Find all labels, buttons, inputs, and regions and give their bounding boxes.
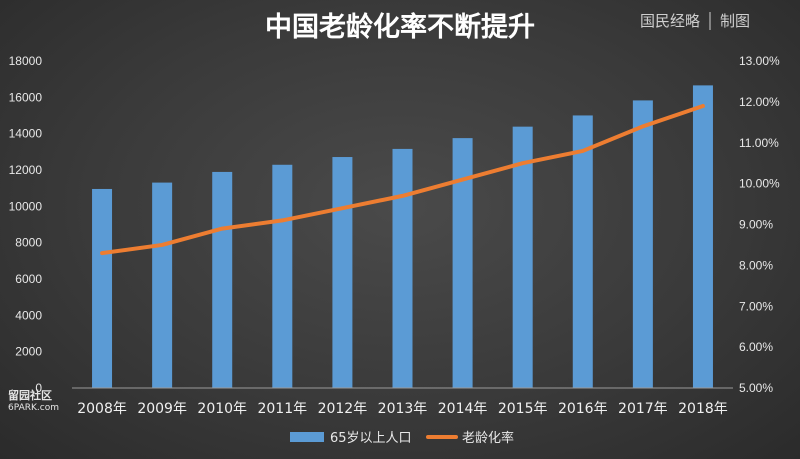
y-left-tick-label: 2000 [15,345,42,359]
y-right-tick-label: 8.00% [739,258,773,272]
y-left-tick-label: 6000 [15,272,42,286]
bar [332,157,353,388]
y-left-tick-label: 4000 [15,308,42,322]
bar [272,164,293,388]
x-tick-label: 2016年 [558,401,608,417]
bar [632,100,653,388]
y-axis-right: 5.00% 6.00% 7.00% 8.00% 9.00% 10.00% 11.00% 12.… [739,54,780,395]
y-right-tick-label: 5.00% [739,381,773,395]
x-axis: 2008年 2009年 2010年 2011年 2012年 2013年 2014年 2015年… [72,387,733,417]
line-point [100,251,104,255]
y-left-tick-label: 8000 [15,236,42,250]
bar [512,126,533,389]
y-right-tick-label: 12.00% [739,95,780,109]
legend: 65岁以上人口 老龄化率 [290,430,514,446]
bar [212,171,233,388]
line-point [401,194,404,198]
bar [452,138,473,388]
brand-section: 制图 [720,12,750,30]
line-series [100,103,705,256]
y-left-tick-label: 18000 [9,54,43,68]
y-left-tick-label: 10000 [9,199,43,213]
line-point [220,227,224,231]
y-right-tick-label: 10.00% [739,177,780,191]
bar [392,148,413,388]
x-tick-label: 2011年 [257,401,307,417]
line-point [521,161,525,165]
line-point [581,149,585,153]
bar [92,188,113,388]
bar-series [92,85,713,389]
y-left-tick-label: 0 [35,381,42,395]
corner-watermark: 留园社区 6PARK.com [8,388,59,413]
line-point [461,178,465,182]
y-right-tick-label: 13.00% [739,54,780,68]
corner-watermark-line2: 6PARK.com [8,403,59,413]
y-left-tick-label: 12000 [9,163,43,177]
line-point [701,104,705,108]
y-left-tick-label: 14000 [9,127,43,141]
x-tick-label: 2009年 [137,401,187,417]
x-tick-label: 2010年 [197,401,247,417]
x-tick-label: 2017年 [618,401,668,417]
chart-title: 中国老龄化率不断提升 [265,11,535,43]
line-point [641,124,645,128]
brand-name: 国民经略 [640,12,700,30]
line-point [340,206,344,210]
bar [572,115,593,389]
x-tick-label: 2015年 [498,401,548,417]
y-axis-left: 0 2000 4000 6000 8000 10000 12000 14000 16000 180… [9,54,43,395]
y-left-tick-label: 16000 [9,90,43,104]
legend-label-bar: 65岁以上人口 [330,431,412,446]
bar [152,182,173,388]
line-point [280,218,284,222]
line-point [160,243,164,247]
x-tick-label: 2018年 [678,401,728,417]
bar [692,85,713,388]
x-tick-label: 2012年 [318,401,368,417]
y-right-tick-label: 9.00% [739,218,773,232]
legend-swatch-bar [290,432,324,442]
corner-watermark-line1: 留园社区 [8,388,52,402]
y-right-tick-label: 7.00% [739,299,773,313]
x-tick-label: 2013年 [378,401,428,417]
y-right-tick-label: 6.00% [739,340,773,354]
x-tick-label: 2014年 [438,401,488,417]
x-tick-label: 2008年 [77,401,127,417]
legend-label-line: 老龄化率 [462,430,514,446]
y-right-tick-label: 11.00% [739,136,779,150]
brand-watermark: 国民经略 制图 [640,12,750,30]
